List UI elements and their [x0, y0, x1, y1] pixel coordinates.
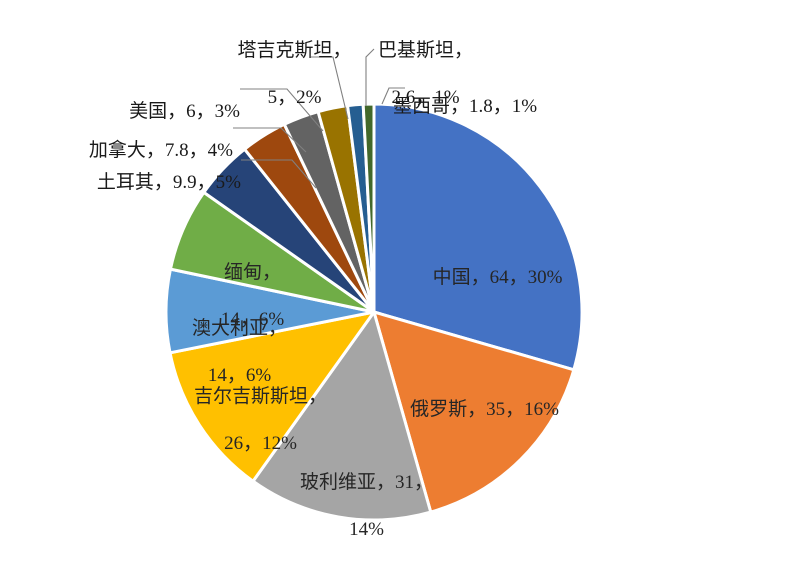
slice-label-china: 中国，64，30%: [404, 243, 572, 313]
pie-slice-mexico[interactable]: [361, 102, 376, 314]
slice-label-kyrgyzstan-line1: 吉尔吉斯斯坦，: [193, 386, 327, 408]
slice-label-tajikistan-line2: 5，2%: [267, 86, 322, 108]
pie-slices: [164, 102, 584, 522]
slice-label-usa-line1: 美国，6，3%: [129, 101, 240, 123]
slice-label-bolivia-line2: 14%: [349, 518, 384, 540]
leader-line-pakistan: [365, 48, 375, 106]
slice-label-canada: 加拿大，7.8，4%: [53, 116, 233, 186]
leader-lines: [233, 48, 405, 189]
slice-label-bolivia-line1: 玻利维亚，31，: [299, 472, 433, 494]
slice-label-pakistan-line2: 2.6，1%: [391, 86, 460, 108]
slice-label-mexico-line1: 墨西哥，1.8，1%: [393, 96, 538, 118]
slice-label-russia-line1: 俄罗斯，35，16%: [410, 399, 559, 421]
slice-label-myanmar: 缅甸， 14，6%: [195, 238, 291, 354]
slice-label-mexico: 墨西哥，1.8，1%: [374, 72, 574, 142]
pie-slice-bolivia[interactable]: [251, 310, 433, 522]
pie-slice-kyrgyzstan[interactable]: [168, 310, 376, 483]
leader-line-tajikistan: [311, 56, 349, 120]
slice-label-pakistan: 巴基斯坦， 2.6，1%: [356, 16, 476, 132]
slice-label-myanmar-line2: 14，6%: [220, 308, 285, 330]
slice-label-canada-line1: 加拿大，7.8，4%: [88, 140, 233, 162]
slice-label-kyrgyzstan-line2: 26，12%: [224, 432, 297, 454]
slice-label-tajikistan-line1: 塔吉克斯坦，: [237, 40, 352, 62]
slice-label-pakistan-line1: 巴基斯坦，: [377, 40, 473, 62]
leader-line-mexico: [381, 87, 405, 105]
slice-label-turkey: 土耳其，9.9，5%: [61, 148, 241, 218]
slice-label-tajikistan: 塔吉克斯坦， 5，2%: [217, 16, 353, 132]
slice-label-kyrgyzstan: 吉尔吉斯斯坦， 26，12%: [172, 362, 330, 478]
pie-slice-china[interactable]: [372, 102, 584, 372]
slice-label-australia-line1: 澳大利亚，: [191, 318, 287, 340]
pie-slice-russia[interactable]: [372, 310, 576, 514]
slice-label-bolivia: 玻利维亚，31， 14%: [277, 448, 437, 564]
slice-label-turkey-line1: 土耳其，9.9，5%: [96, 172, 241, 194]
slice-label-myanmar-line1: 缅甸，: [223, 262, 281, 284]
slice-label-australia-line2: 14，6%: [207, 364, 272, 386]
slice-label-australia: 澳大利亚， 14，6%: [170, 294, 290, 410]
leader-line-canada: [233, 127, 307, 153]
slice-label-russia: 俄罗斯，35，16%: [382, 375, 568, 445]
slice-label-usa: 美国，6，3%: [110, 77, 240, 147]
leader-line-usa: [240, 88, 324, 132]
slice-label-china-line1: 中国，64，30%: [432, 267, 563, 289]
leader-line-turkey: [241, 159, 317, 189]
